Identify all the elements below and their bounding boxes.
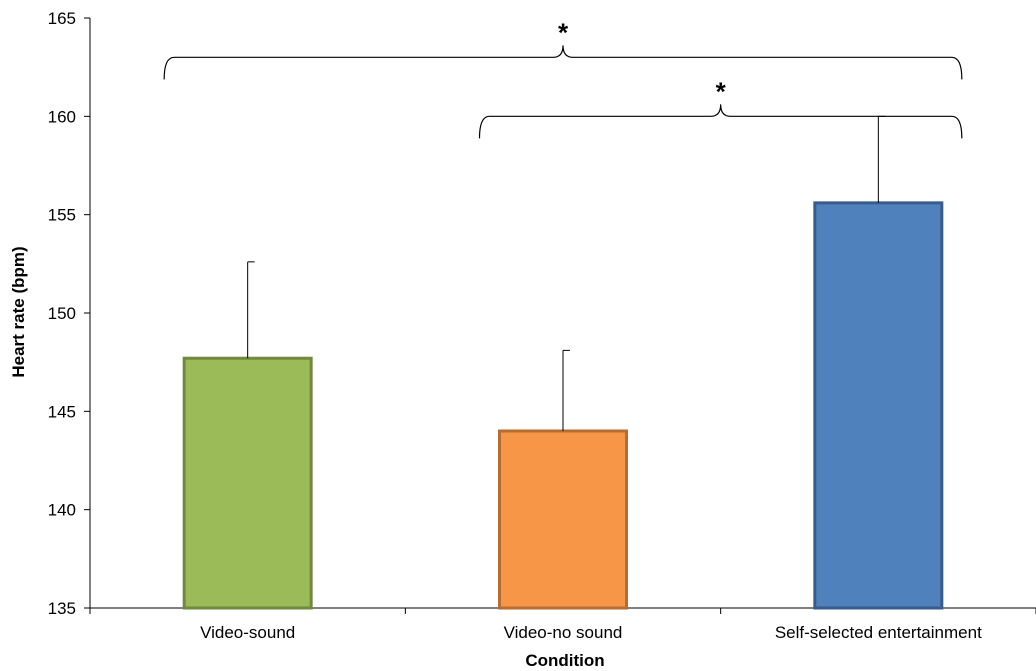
x-tick-label: Self-selected entertainment [775,623,982,642]
axes: 135 140 145 150 155 160 165 Video-sound Video-no… [48,9,1036,642]
error-bars [247,115,886,431]
significance-star: * [558,17,569,47]
bar [813,201,944,610]
y-tick-label: 165 [48,9,76,28]
y-tick-label: 135 [48,599,76,618]
bar [498,429,628,610]
bar [182,356,313,610]
bars [182,201,944,610]
significance-annotations: ** [163,17,963,139]
significance-brace [478,104,963,139]
y-tick-label: 155 [48,206,76,225]
significance-brace [163,45,963,80]
y-tick-label: 145 [48,402,76,421]
y-tick-label: 150 [48,304,76,323]
y-tick-label: 140 [48,501,76,520]
y-tick-label: 160 [48,107,76,126]
y-axis-title: Heart rate (bpm) [9,246,28,377]
x-axis-title: Condition [525,651,604,670]
x-tick-label: Video-no sound [504,623,623,642]
x-tick-label: Video-sound [200,623,295,642]
axis-labels: Heart rate (bpm) Condition [9,246,605,670]
significance-star: * [716,76,727,106]
